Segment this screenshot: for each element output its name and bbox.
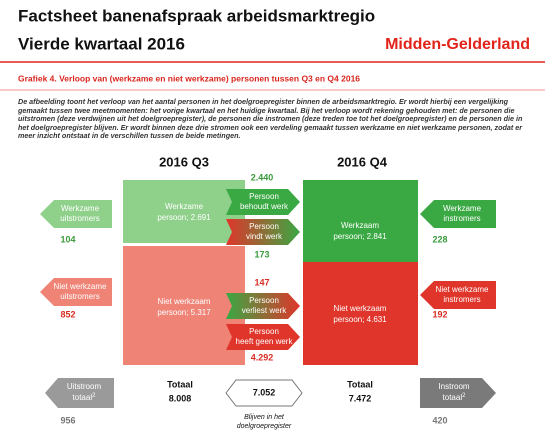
- instroom-werkzaam-label: Werkzame: [443, 204, 482, 213]
- uitstroom-werkzaam-label: uitstromers: [60, 214, 100, 223]
- page-subtitle: Vierde kwartaal 2016: [18, 34, 185, 53]
- q4-total-label: Totaal: [347, 379, 373, 389]
- flow-arrow: [226, 324, 300, 350]
- flow-arrow: [226, 293, 300, 319]
- instroom-niet-werkzaam-label: Niet werkzame: [436, 285, 489, 294]
- instroom-totaal-label: totaal2: [443, 393, 467, 403]
- instroom-niet-werkzaam-label: instromers: [443, 295, 480, 304]
- instroom-totaal-value: 420: [432, 415, 447, 425]
- flow-arrow: [226, 219, 300, 245]
- uitstroom-totaal-arrow: [45, 378, 114, 408]
- q4-niet-werkzaam-text: Niet werkzaam: [334, 304, 387, 313]
- blijven-value: 7.052: [253, 387, 276, 397]
- footnote: 2: [92, 393, 96, 399]
- flow-value: 173: [254, 249, 269, 259]
- text: totaal: [73, 393, 93, 402]
- instroom-werkzaam-value: 228: [432, 234, 447, 244]
- instroom-totaal-label: Instroom: [438, 382, 469, 391]
- page-title: Factsheet banenafspraak arbeidsmarktregi…: [18, 6, 375, 25]
- uitstroom-totaal-label: Uitstroom: [67, 382, 102, 391]
- flow-label: Persoon: [249, 296, 279, 305]
- q4-niet-werkzaam-block: [303, 262, 418, 365]
- q4-werkzaam-text: Werkzaam: [341, 221, 379, 230]
- footnote: 2: [462, 393, 466, 399]
- description: De afbeelding toont het verloop van het …: [18, 97, 523, 141]
- q3-total-label: Totaal: [167, 379, 193, 389]
- q3-niet-werkzaam-text: Niet werkzaam: [158, 297, 211, 306]
- flow-label: vindt werk: [246, 232, 283, 241]
- flow-value: 147: [254, 277, 269, 287]
- q3-niet-werkzaam-text: persoon; 5.317: [157, 308, 211, 317]
- instroom-totaal-arrow: [420, 378, 496, 408]
- q4-werkzaam-block: [303, 180, 418, 262]
- q4-niet-werkzaam-text: persoon; 4.631: [333, 315, 387, 324]
- uitstroom-niet-werkzaam-arrow: [40, 278, 112, 306]
- q3-werkzaam-block: [123, 180, 245, 243]
- flow-label: heeft geen werk: [236, 337, 294, 346]
- instroom-niet-werkzaam-value: 192: [432, 309, 447, 319]
- q3-total: 8.008: [169, 393, 192, 403]
- uitstroom-niet-werkzaam-label: uitstromers: [60, 292, 100, 301]
- q3-label: 2016 Q3: [159, 154, 209, 169]
- flow-label: verliest werk: [242, 306, 287, 315]
- uitstroom-totaal-label: totaal2: [73, 393, 97, 403]
- q4-label: 2016 Q4: [337, 154, 388, 169]
- text: totaal: [443, 393, 463, 402]
- figure-title: Grafiek 4. Verloop van (werkzame en niet…: [18, 73, 360, 83]
- blijven-label: doelgroepregister: [237, 423, 292, 430]
- q3-werkzaam-text: Werkzame: [165, 202, 204, 211]
- flow-label: Persoon: [249, 222, 279, 231]
- uitstroom-werkzaam-arrow: [40, 200, 112, 228]
- q3-werkzaam-text: persoon; 2.691: [157, 213, 211, 222]
- instroom-niet-werkzaam-arrow: [420, 281, 496, 309]
- blijven-arrow: [225, 379, 303, 407]
- instroom-werkzaam-arrow: [420, 200, 496, 228]
- q4-total: 7.472: [349, 393, 372, 403]
- flow-value: 2.440: [251, 172, 274, 182]
- region: Midden-Gelderland: [385, 36, 530, 53]
- uitstroom-werkzaam-value: 104: [60, 234, 75, 244]
- uitstroom-totaal-value: 956: [60, 415, 75, 425]
- q3-niet-werkzaam-block: [123, 246, 245, 365]
- flow-value: 4.292: [251, 352, 274, 362]
- uitstroom-niet-werkzaam-label: Niet werkzame: [54, 282, 107, 291]
- flow-label: Persoon: [249, 327, 279, 336]
- uitstroom-niet-werkzaam-value: 852: [60, 309, 75, 319]
- flow-label: behoudt werk: [240, 202, 289, 211]
- flow-label: Persoon: [249, 192, 279, 201]
- instroom-werkzaam-label: instromers: [443, 214, 480, 223]
- flow-arrow: [226, 189, 300, 215]
- blijven-label: Blijven in het: [244, 414, 285, 421]
- q4-werkzaam-text: persoon; 2.841: [333, 232, 387, 241]
- uitstroom-werkzaam-label: Werkzame: [61, 204, 100, 213]
